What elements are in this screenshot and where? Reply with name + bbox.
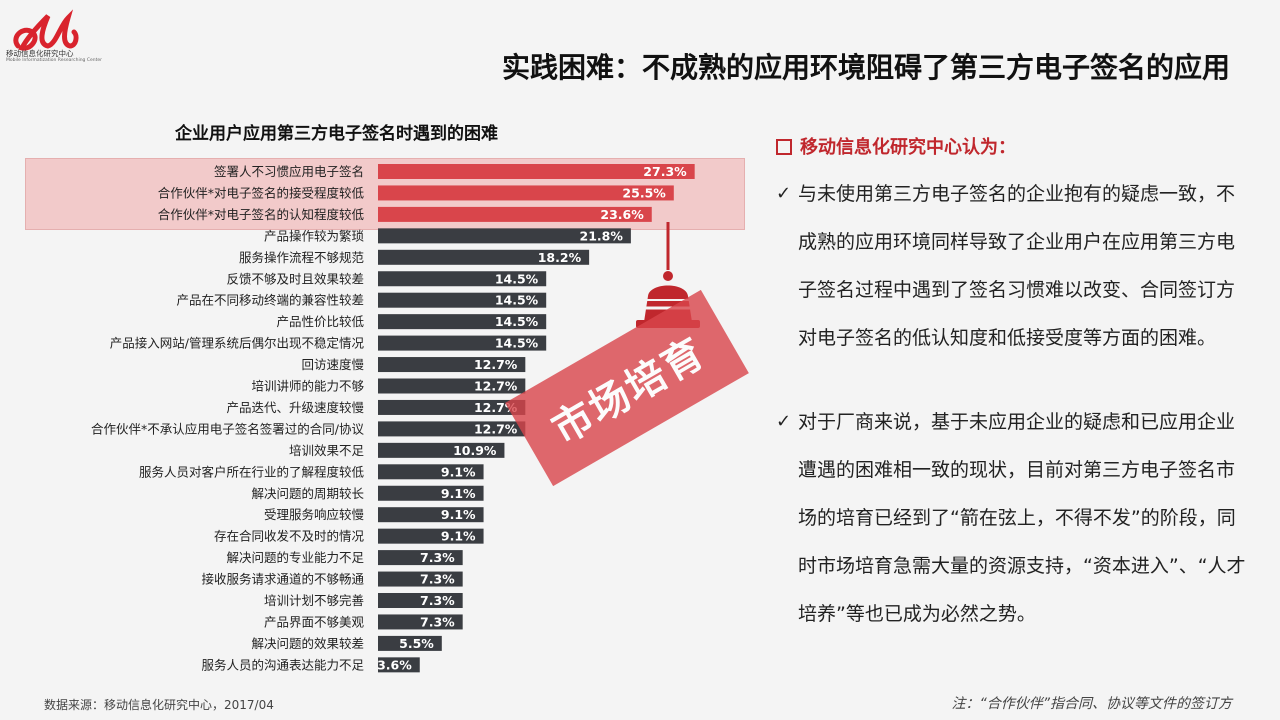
- category-label: 培训效果不足: [289, 443, 365, 458]
- category-label: 产品界面不够美观: [264, 614, 365, 629]
- value-label: 7.3%: [420, 572, 455, 587]
- category-label: 签署人不习惯应用电子签名: [214, 164, 364, 179]
- value-label: 3.6%: [377, 657, 412, 672]
- bar: [378, 550, 463, 566]
- bar: [378, 614, 463, 630]
- value-label: 5.5%: [399, 636, 434, 651]
- category-label: 合作伙伴*不承认应用电子签名签署过的合同/协议: [91, 421, 364, 436]
- category-label: 解决问题的周期较长: [251, 486, 364, 501]
- conclusion-point: ✓ 对于厂商来说，基于未应用企业的疑虑和已应用企业遭遇的困难相一致的现状，目前对…: [776, 398, 1246, 638]
- bar: [378, 185, 674, 201]
- value-label: 27.3%: [643, 164, 687, 179]
- page-title: 实践困难：不成熟的应用环境阻碍了第三方电子签名的应用: [501, 51, 1230, 84]
- category-label: 服务人员对客户所在行业的了解程度较低: [139, 464, 365, 479]
- source-note: 数据来源：移动信息化研究中心，2017/04: [44, 698, 274, 712]
- bar: [378, 442, 505, 458]
- value-label: 14.5%: [495, 336, 539, 351]
- value-label: 12.7%: [474, 379, 518, 394]
- bar: [378, 228, 631, 244]
- value-label: 9.1%: [441, 529, 476, 544]
- brand-logo: [13, 9, 79, 51]
- bar: [378, 378, 526, 394]
- conclusion-point: ✓ 与未使用第三方电子签名的企业抱有的疑虑一致，不成熟的应用环境同样导致了企业用…: [776, 170, 1246, 362]
- value-label: 7.3%: [420, 550, 455, 565]
- category-label: 服务人员的沟通表达能力不足: [201, 657, 364, 672]
- value-label: 14.5%: [495, 293, 539, 308]
- category-label: 培训讲师的能力不够: [251, 379, 364, 394]
- value-label: 25.5%: [622, 185, 666, 200]
- value-label: 14.5%: [495, 314, 539, 329]
- category-label: 接收服务请求通道的不够畅通: [201, 572, 364, 587]
- check-icon: ✓: [776, 411, 792, 432]
- bar: [378, 485, 484, 501]
- category-label: 受理服务响应较慢: [264, 507, 365, 522]
- bar: [378, 464, 484, 480]
- category-label: 合作伙伴*对电子签名的认知程度较低: [158, 207, 365, 222]
- side-heading: 移动信息化研究中心认为：: [776, 133, 1016, 159]
- category-label: 产品接入网站/管理系统后偶尔出现不稳定情况: [110, 336, 365, 351]
- conclusion-text: 与未使用第三方电子签名的企业抱有的疑虑一致，不成熟的应用环境同样导致了企业用户在…: [798, 183, 1236, 349]
- conclusion-text: 对于厂商来说，基于未应用企业的疑虑和已应用企业遭遇的困难相一致的现状，目前对第三…: [798, 411, 1246, 625]
- bar: [378, 399, 526, 415]
- value-label: 21.8%: [580, 228, 624, 243]
- category-label: 产品迭代、升级速度较慢: [226, 400, 364, 415]
- value-label: 9.1%: [441, 464, 476, 479]
- value-label: 12.7%: [474, 357, 518, 372]
- checkbox-square-icon: [776, 139, 792, 155]
- value-label: 23.6%: [600, 207, 644, 222]
- footnote: 注：“合作伙伴”指合同、协议等文件的签订方: [951, 696, 1232, 712]
- bar: [378, 635, 442, 651]
- bar: [378, 593, 463, 608]
- bar: [378, 528, 484, 544]
- value-label: 12.7%: [474, 421, 518, 436]
- bar: [378, 271, 547, 287]
- chart-title: 企业用户应用第三方电子签名时遇到的困难: [175, 124, 498, 144]
- bar: [378, 357, 526, 373]
- bar-chart: 签署人不习惯应用电子签名 27.3% 合作伙伴*对电子签名的接受程度较低 25.5% 合…: [91, 164, 695, 673]
- value-label: 7.3%: [420, 614, 455, 629]
- bar: [378, 335, 547, 351]
- value-label: 14.5%: [495, 271, 539, 286]
- category-label: 解决问题的专业能力不足: [226, 550, 364, 565]
- bar: [378, 314, 547, 330]
- bar: [378, 507, 484, 523]
- category-label: 产品操作较为繁琐: [264, 228, 365, 243]
- bar: [378, 292, 547, 308]
- value-label: 9.1%: [441, 486, 476, 501]
- category-label: 培训计划不够完善: [264, 593, 364, 608]
- bar: [378, 164, 695, 179]
- bar: [378, 206, 652, 222]
- category-label: 存在合同收发不及时的情况: [214, 529, 365, 544]
- category-label: 合作伙伴*对电子签名的接受程度较低: [158, 185, 365, 200]
- logo-org-name-en: Mobile Informatization Researching Cente…: [6, 58, 102, 63]
- category-label: 产品在不同移动终端的兼容性较差: [176, 293, 364, 308]
- bar: [378, 421, 526, 437]
- bar: [378, 571, 463, 587]
- value-label: 10.9%: [453, 443, 497, 458]
- value-label: 7.3%: [420, 593, 455, 608]
- side-heading-text: 移动信息化研究中心认为：: [800, 137, 1016, 158]
- category-label: 反馈不够及时且效果较差: [226, 271, 364, 286]
- category-label: 解决问题的效果较差: [251, 636, 364, 651]
- bar: [378, 657, 420, 673]
- value-label: 9.1%: [441, 507, 476, 522]
- bar: [378, 249, 590, 265]
- check-icon: ✓: [776, 183, 792, 204]
- category-label: 服务操作流程不够规范: [239, 250, 364, 265]
- category-label: 回访速度慢: [301, 357, 364, 372]
- logo-org-name: 移动信息化研究中心: [6, 49, 74, 58]
- value-label: 18.2%: [538, 250, 582, 265]
- category-label: 产品性价比较低: [276, 314, 364, 329]
